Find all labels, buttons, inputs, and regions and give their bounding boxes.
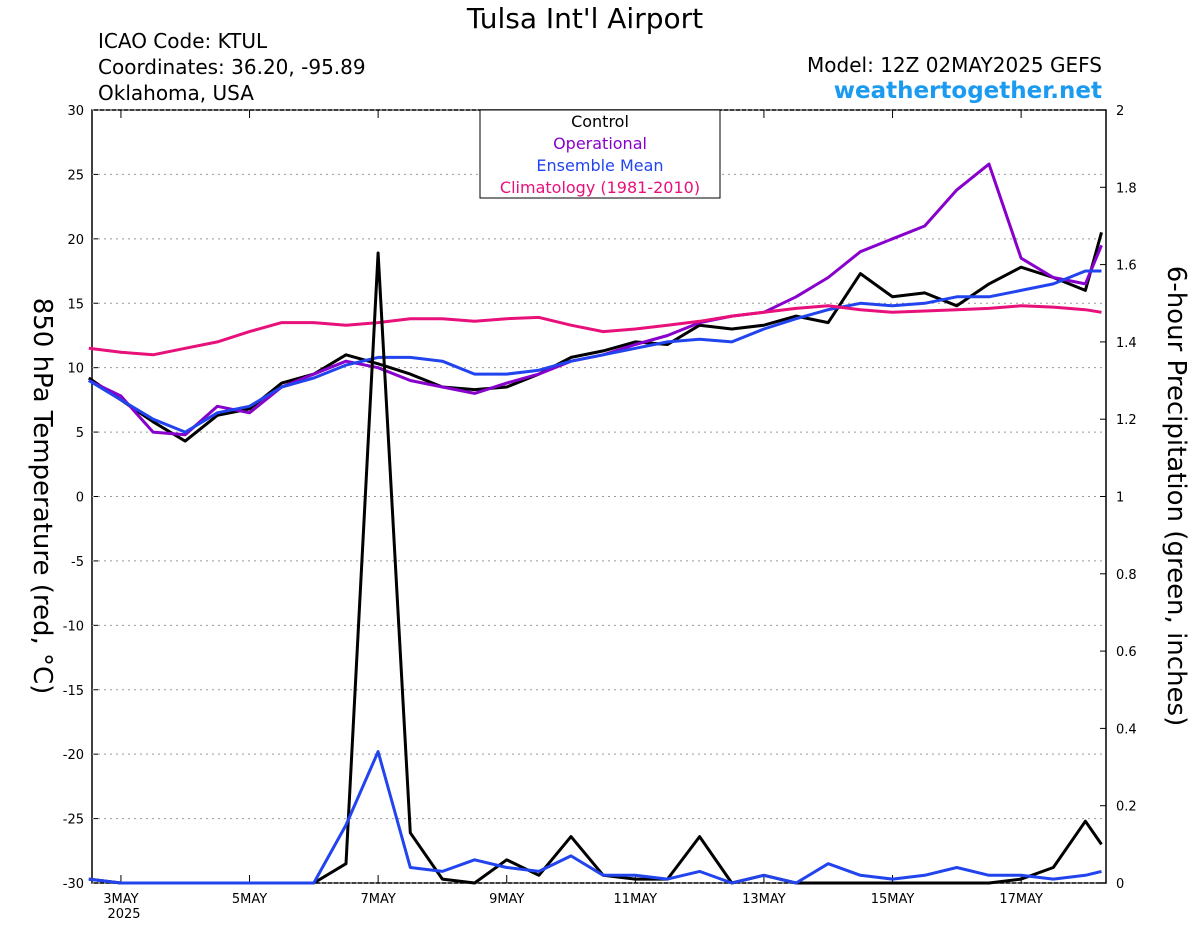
y2-tick-label: 0	[1116, 877, 1124, 892]
coordinates: Coordinates: 36.20, -95.89	[98, 55, 366, 79]
y-tick-label: 25	[67, 168, 84, 183]
y-tick-label: -20	[63, 748, 84, 763]
chart-title: Tulsa Int'l Airport	[466, 2, 703, 35]
y-tick-label: -30	[63, 877, 84, 892]
y-axis-label: 850 hPa Temperature (red, °C)	[27, 298, 57, 695]
model: Model: 12Z 02MAY2025 GEFS	[807, 53, 1102, 77]
legend-box	[479, 109, 721, 199]
series-line	[88, 750, 1102, 885]
plot-frame	[91, 109, 1107, 884]
x-tick-label: 11MAY	[614, 892, 658, 907]
legend-entry: Ensemble Mean	[536, 156, 663, 175]
y2-tick-label: 0.2	[1116, 800, 1137, 815]
x-tick-label: 5MAY	[232, 892, 267, 907]
y2-tick-label: 2	[1116, 104, 1124, 119]
year: 2025	[107, 907, 140, 922]
y2-tick-label: 1.6	[1116, 259, 1137, 274]
y-tick-label: 5	[76, 426, 84, 441]
series-line	[88, 304, 1102, 357]
y-tick-label: -5	[71, 555, 84, 570]
y2-tick-label: 0.6	[1116, 645, 1137, 660]
legend-entry: Control	[571, 112, 629, 131]
y-tick-label: 10	[67, 362, 84, 377]
y2-tick-label: 0.8	[1116, 568, 1137, 583]
y2-tick-label: 1	[1116, 491, 1124, 506]
series-line	[88, 269, 1102, 434]
site: weathertogether.net	[834, 78, 1102, 104]
series-line	[88, 251, 1103, 885]
x-tick-label: 15MAY	[871, 892, 915, 907]
y-tick-label: -25	[63, 813, 84, 828]
y-tick-label: -15	[63, 684, 84, 699]
y2-tick-label: 1.4	[1116, 336, 1137, 351]
x-tick-label: 3MAY	[103, 892, 138, 907]
x-tick-label: 7MAY	[360, 892, 395, 907]
y2-tick-label: 0.4	[1116, 722, 1137, 737]
y2-tick-label: 1.8	[1116, 181, 1137, 196]
icao: ICAO Code: KTUL	[98, 29, 268, 53]
y-tick-label: -10	[63, 619, 84, 634]
x-tick-label: 9MAY	[489, 892, 524, 907]
legend-entry: Climatology (1981-2010)	[500, 178, 700, 197]
location: Oklahoma, USA	[98, 81, 254, 105]
y-tick-label: 30	[67, 104, 84, 119]
legend-entry: Operational	[553, 134, 647, 153]
x-tick-label: 13MAY	[742, 892, 786, 907]
y2-tick-label: 1.2	[1116, 413, 1137, 428]
x-tick-label: 17MAY	[999, 892, 1043, 907]
y-tick-label: 20	[67, 233, 84, 248]
y2-axis-label: 6-hour Precipitation (green, inches)	[1161, 266, 1191, 726]
y-tick-label: 0	[76, 491, 84, 506]
y-tick-label: 15	[67, 297, 84, 312]
